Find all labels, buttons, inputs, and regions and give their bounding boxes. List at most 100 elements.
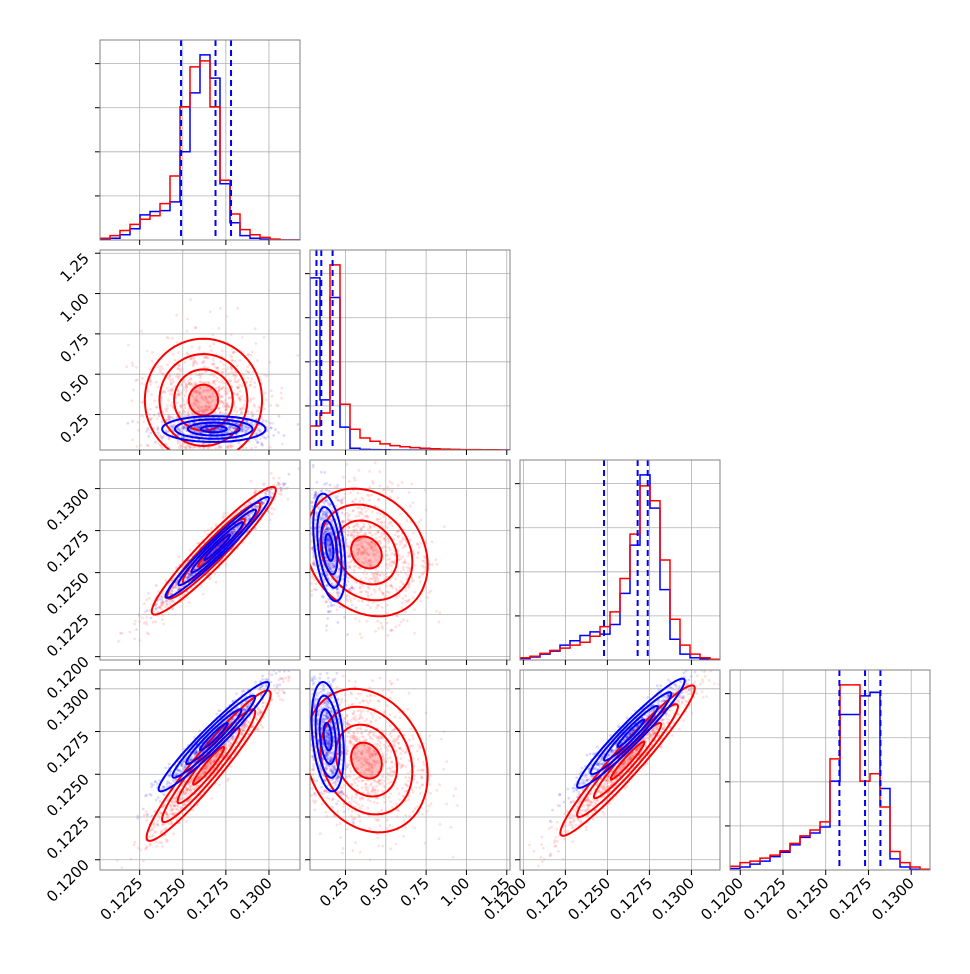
scatter-p0-p1-red-point xyxy=(172,353,175,356)
scatter-p0-p1-red-point xyxy=(209,345,212,348)
scatter-p0-p1-red-point xyxy=(207,447,210,450)
scatter-p1-p2-red-point xyxy=(387,634,390,637)
scatter-p0-p2-blue-point xyxy=(146,609,149,612)
scatter-p1-p2-red-point xyxy=(374,577,377,580)
scatter-p1-p2-blue-point xyxy=(323,531,326,534)
scatter-p0-p1-red-point xyxy=(140,401,143,404)
scatter-p1-p2-red-point xyxy=(354,617,357,620)
scatter-p0-p1-red-point xyxy=(135,379,138,382)
scatter-p1-p2-red-point xyxy=(366,593,369,596)
scatter-p0-p1-red-point xyxy=(235,406,238,409)
hist-p2-red-steps xyxy=(520,486,720,660)
scatter-p0-p2-blue-point xyxy=(165,600,168,603)
scatter-p0-p2-red-point xyxy=(250,480,253,483)
scatter-p0-p2-red-point xyxy=(215,581,218,584)
scatter-p1-p2-red-point xyxy=(425,542,428,545)
scatter-p0-p1-red-point xyxy=(212,359,215,362)
scatter-p1-p2-panel xyxy=(305,437,510,665)
scatter-p0-p1-red-point xyxy=(176,401,179,404)
scatter-p0-p1-blue-point xyxy=(265,420,268,423)
scatter-p1-p2-red-point xyxy=(386,554,389,557)
scatter-p1-p2-blue-point xyxy=(325,624,328,627)
scatter-p1-p2-blue-point xyxy=(321,518,324,521)
scatter-p1-p2-red-point xyxy=(354,479,357,482)
scatter-p1-p2-red-point xyxy=(362,498,365,501)
scatter-p0-p1-blue-point xyxy=(245,430,248,433)
scatter-p1-p2-red-point xyxy=(347,561,350,564)
scatter-p0-p1-red-point xyxy=(222,363,225,366)
scatter-p0-p1-red-point xyxy=(166,363,169,366)
scatter-p0-p2-red-point xyxy=(272,477,275,480)
scatter-p1-p2-red-point xyxy=(435,558,438,561)
scatter-p1-p2-red-point xyxy=(389,549,392,552)
scatter-p0-p1-red-point xyxy=(170,404,173,407)
scatter-p0-p2-red-point xyxy=(154,620,157,623)
scatter-p1-p2-red-point xyxy=(431,563,434,566)
scatter-p0-p2-red-point xyxy=(129,631,132,634)
scatter-p0-p1-red-point xyxy=(190,378,193,381)
scatter-p0-p1-red-point xyxy=(184,403,187,406)
scatter-p0-p1-blue-point xyxy=(157,431,160,434)
scatter-p0-p1-red-point xyxy=(226,367,229,370)
scatter-p0-p2-blue-point xyxy=(261,501,264,504)
scatter-p1-p2-red-point xyxy=(404,594,407,597)
scatter-p1-p2-blue-point xyxy=(328,564,331,567)
scatter-p0-p1-red-point xyxy=(272,422,275,425)
scatter-p0-p1-blue-point xyxy=(159,435,162,438)
scatter-p0-p1-red-point xyxy=(169,393,172,396)
scatter-p1-p2-red-point xyxy=(313,578,316,581)
scatter-p0-p1-red-point xyxy=(181,397,184,400)
scatter-p1-p2-red-point xyxy=(397,574,400,577)
scatter-p1-p2-red-point xyxy=(363,523,366,526)
scatter-p1-p2-red-point xyxy=(348,480,351,483)
scatter-p0-p1-red-point xyxy=(178,363,181,366)
scatter-p0-p1-red-point xyxy=(146,444,149,447)
scatter-p1-p2-blue-point xyxy=(348,567,351,570)
scatter-p0-p1-red-point xyxy=(167,399,170,402)
scatter-p0-p2-red-point xyxy=(215,523,218,526)
scatter-p0-p1-red-point xyxy=(210,349,213,352)
scatter-p0-p1-red-point xyxy=(189,357,192,360)
scatter-p0-p1-red-point xyxy=(188,383,191,386)
scatter-p0-p2-blue-point xyxy=(155,607,158,610)
scatter-p1-p2-red-point xyxy=(398,540,401,543)
scatter-p0-p2-red-point xyxy=(133,638,136,641)
scatter-p0-p2-red-point xyxy=(222,516,225,519)
scatter-p0-p1-red-point xyxy=(166,407,169,410)
scatter-p0-p1-red-point xyxy=(253,386,256,389)
scatter-p1-p2-red-point xyxy=(398,554,401,557)
scatter-p0-p1-red-point xyxy=(234,360,237,363)
scatter-p1-p2-blue-point xyxy=(348,588,351,591)
hist-p3-xtick-label-1: 0.1225 xyxy=(740,874,790,924)
scatter-p0-p1-red-point xyxy=(236,307,239,310)
scatter-p0-p1-blue-point xyxy=(156,426,159,429)
scatter-p1-p2-red-point xyxy=(431,540,434,543)
scatter-p0-p2-red-point xyxy=(141,617,144,620)
scatter-p0-p1-red-point xyxy=(155,381,158,384)
scatter-p0-p1-red-point xyxy=(239,399,242,402)
scatter-p1-p2-red-point xyxy=(353,571,356,574)
scatter-p0-p1-red-point xyxy=(175,314,178,317)
scatter-p1-p2-red-point xyxy=(396,496,399,499)
scatter-p0-p1-red-point xyxy=(222,401,225,404)
scatter-p1-p2-red-point xyxy=(359,633,362,636)
scatter-p0-p1-red-point xyxy=(246,366,249,369)
scatter-p1-p2-red-point xyxy=(358,620,361,623)
scatter-p0-p1-red-point xyxy=(222,405,225,408)
scatter-p1-p2-blue-point xyxy=(326,617,329,620)
scatter-p1-p2-red-point xyxy=(354,498,357,501)
scatter-p1-p2-red-point xyxy=(342,476,345,479)
scatter-p1-p2-red-point xyxy=(390,490,393,493)
scatter-p0-p1-blue-point xyxy=(168,417,171,420)
scatter-p1-p2-red-point xyxy=(419,575,422,578)
scatter-p1-p2-red-point xyxy=(365,510,368,513)
scatter-p0-p1-red-point xyxy=(177,377,180,380)
scatter-p1-p2-blue-point xyxy=(336,588,339,591)
scatter-p0-p1-red-point xyxy=(271,395,274,398)
scatter-p1-p2-red-point xyxy=(310,590,313,593)
scatter-p1-p2-red-point xyxy=(404,544,407,547)
hist-p2-panel xyxy=(515,460,720,665)
scatter-p1-p2-blue-point xyxy=(336,484,339,487)
scatter-p1-p2-red-point xyxy=(389,561,392,564)
